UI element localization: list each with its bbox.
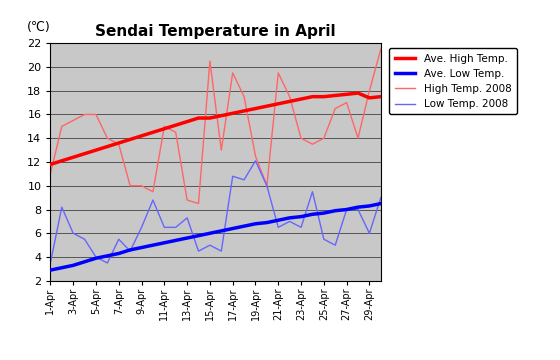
- Legend: Ave. High Temp., Ave. Low Temp., High Temp. 2008, Low Temp. 2008: Ave. High Temp., Ave. Low Temp., High Te…: [389, 48, 517, 114]
- Title: Sendai Temperature in April: Sendai Temperature in April: [95, 24, 336, 39]
- Text: (℃): (℃): [27, 21, 51, 34]
